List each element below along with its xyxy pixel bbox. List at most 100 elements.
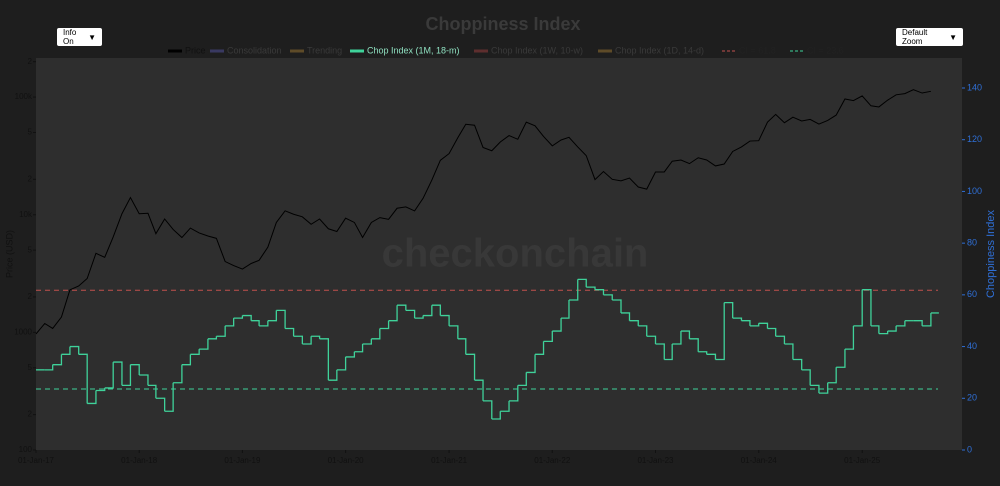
chop-step [896,320,906,327]
legend-label: Chop Index (1W, 10-w) [491,45,583,55]
chop-step [922,312,932,327]
x-tick-label: 01-Jan-23 [637,456,674,465]
zoom-dropdown[interactable]: Default Zoom ▼ [896,28,963,46]
y-tick-label: 2 [28,292,33,301]
y2-tick-label: 20 [967,393,977,403]
y-tick-label: 100k [15,92,33,101]
y2-tick-label: 140 [967,82,982,92]
y2-tick-label: 60 [967,289,977,299]
x-tick-label: 01-Jan-19 [224,456,261,465]
chop-step [844,325,855,350]
chop-step [345,351,356,358]
chop-step [853,289,863,327]
chop-step [577,278,587,288]
chop-step [792,358,803,370]
chop-step [680,330,691,339]
chop-step [440,314,450,326]
chop-step [207,336,218,340]
chop-step [810,384,820,394]
y-tick-label: 2 [28,174,33,183]
chop-step [612,299,622,313]
chop-step [95,387,106,392]
chop-step [449,325,459,339]
chop-step [509,385,519,402]
chop-step [147,384,157,399]
chop-step [113,361,123,386]
dropdown-label: Info On [63,28,77,46]
chop-step [69,345,80,355]
chop-step [594,289,605,295]
plot-area [36,58,962,450]
x-tick-label: 01-Jan-20 [328,456,365,465]
chop-step [259,320,269,327]
chop-step [827,367,837,384]
chop-step [173,364,183,384]
chop-step [52,354,63,366]
chop-step [164,382,174,412]
chop-step [61,346,71,355]
chop-step [535,341,545,355]
x-tick-label: 01-Jan-22 [534,456,571,465]
chop-step [836,349,846,368]
chop-step [216,325,226,337]
chop-step [715,302,725,361]
y-tick-label: 100 [19,445,33,454]
legend-label: CI = 61.8 [739,45,776,55]
x-tick-label: 01-Jan-24 [741,456,778,465]
chop-step [483,400,493,419]
legend-label: Chop Index (1M, 18-m) [367,45,460,55]
chop-step [311,335,321,339]
x-tick-label: 01-Jan-17 [18,456,55,465]
legend-label: Consolidation [227,45,282,55]
chop-step [199,338,209,350]
chop-step [526,354,536,374]
chop-step [801,369,811,386]
chop-step [285,327,295,337]
chop-step [405,309,416,319]
chop-step [741,320,751,326]
y-tick-label: 2 [28,57,33,66]
chop-step [267,310,277,322]
chop-step [672,331,682,345]
chop-step [104,362,114,389]
chop-step [784,343,794,360]
chop-step [517,372,527,387]
chop-step [457,338,467,355]
y2-tick-label: 80 [967,238,977,248]
chop-step [354,343,364,353]
chop-step [603,294,613,301]
legend-label: CI = 23.6 [807,45,844,55]
chop-step [139,374,149,386]
price-line [35,89,931,335]
chop-step [586,286,596,290]
chop-step [568,279,579,301]
chop-step [293,335,303,344]
chop-step [552,318,562,332]
chop-step [500,400,510,412]
chop-step [913,320,923,326]
chop-step [646,335,657,344]
chop-step [302,336,312,345]
x-tick-label: 01-Jan-21 [431,456,468,465]
chop-step [44,364,54,371]
legend-label: Chop Index (1D, 14-d) [615,45,704,55]
chop-step [698,351,708,355]
chop-step [362,338,372,345]
y-tick-label: 10k [19,210,33,219]
chop-step [621,312,631,321]
y-tick-label: 5 [28,363,33,372]
chop-step [190,349,200,355]
chop-step [251,320,260,326]
chop-step [491,411,501,420]
chop-step [87,390,97,405]
y2-axis-title: Choppiness Index [985,209,997,298]
chop-step [130,364,140,376]
chop-step [242,314,252,321]
legend-label: Price [185,45,206,55]
chop-step [706,353,717,360]
chop-step [414,315,424,319]
info-dropdown[interactable]: Info On ▼ [57,28,102,46]
chop-step [371,328,381,340]
y2-tick-label: 40 [967,341,977,351]
